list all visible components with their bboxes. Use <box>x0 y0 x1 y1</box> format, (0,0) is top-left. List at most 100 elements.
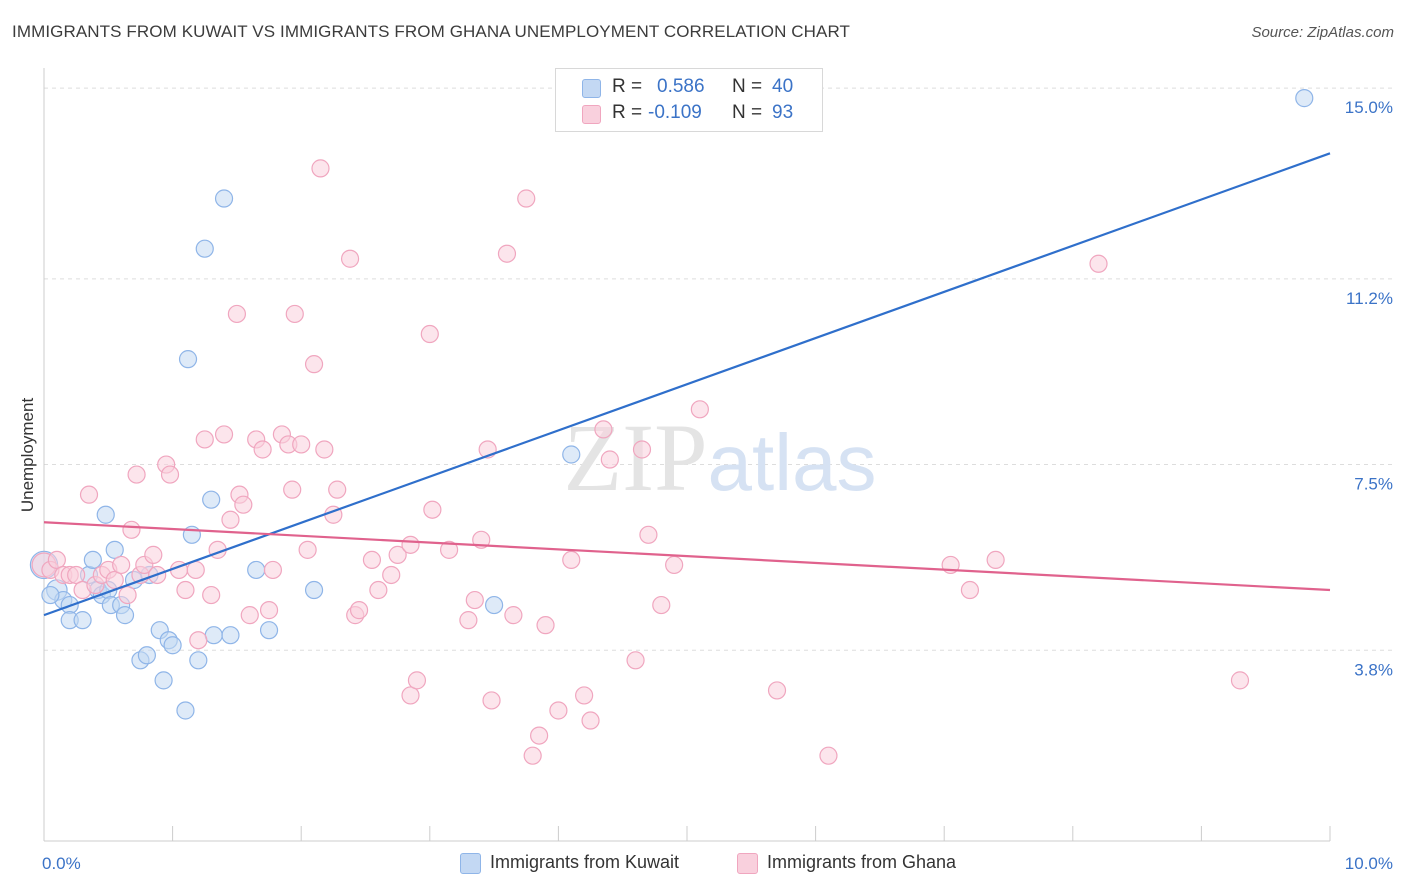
ghana-point <box>459 611 478 630</box>
kuwait-point <box>221 626 240 645</box>
ghana-point <box>315 440 334 459</box>
watermark-atlas: atlas <box>708 418 877 507</box>
ghana-point <box>639 525 658 544</box>
stats-legend: R = 0.586 N = 40 R = -0.109 N = 93 <box>555 68 823 132</box>
ghana-point <box>652 595 671 615</box>
ghana-point <box>79 485 99 504</box>
ghana-point <box>283 480 302 499</box>
kuwait-point <box>73 611 92 630</box>
ghana-point <box>304 355 324 374</box>
ghana-point <box>240 606 259 625</box>
kuwait-point <box>41 585 60 605</box>
kuwait-point <box>115 606 135 625</box>
ghana-point <box>819 746 838 765</box>
ghana-point <box>311 159 330 178</box>
ghana-point <box>214 425 234 444</box>
kuwait-point <box>96 505 115 524</box>
kuwait-point <box>562 445 581 464</box>
legend-ghana-swatch <box>737 853 758 874</box>
ghana-trend-line <box>43 521 1331 592</box>
chart-title: IMMIGRANTS FROM KUWAIT VS IMMIGRANTS FRO… <box>12 22 851 41</box>
ghana-point <box>439 540 459 559</box>
ghana-point <box>1089 254 1108 273</box>
ghana-point <box>369 580 388 600</box>
ghana-point <box>530 726 549 745</box>
ghana-point <box>285 304 304 324</box>
y-tick-label: 3.8% <box>1354 660 1393 679</box>
ghana-point <box>581 711 600 730</box>
ghana-point <box>401 686 420 705</box>
ghana-r-key: R = <box>612 102 643 123</box>
kuwait-r-value: 0.586 <box>657 76 705 97</box>
kuwait-swatch <box>582 79 601 98</box>
kuwait-point <box>259 621 279 640</box>
kuwait-point <box>304 580 324 600</box>
ghana-point <box>632 440 652 459</box>
legend-item-ghana: Immigrants from Ghana <box>737 852 997 876</box>
ghana-point <box>407 671 427 690</box>
ghana-point <box>690 400 709 419</box>
ghana-point <box>382 565 401 585</box>
ghana-point <box>47 550 66 570</box>
ghana-point <box>227 304 246 324</box>
ghana-point <box>960 580 980 600</box>
kuwait-r-key: R = <box>612 76 643 97</box>
y-tick-label: 11.2% <box>1346 289 1393 308</box>
ghana-point <box>259 601 279 620</box>
ghana-point <box>665 555 684 575</box>
ghana-r-value: -0.109 <box>648 102 702 123</box>
kuwait-point <box>214 189 234 208</box>
y-tick-label: 7.5% <box>1354 475 1393 494</box>
ghana-point <box>202 585 221 605</box>
ghana-point <box>517 189 536 208</box>
ghana-point <box>195 430 214 449</box>
stats-legend-row-kuwait: R = 0.586 N = 40 <box>582 76 812 100</box>
kuwait-point <box>189 651 208 670</box>
kuwait-n-key: N = <box>732 76 763 97</box>
ghana-point <box>221 510 240 529</box>
ghana-point <box>1230 671 1250 690</box>
ghana-point <box>575 686 594 705</box>
ghana-point <box>234 495 253 514</box>
ghana-point <box>497 244 517 263</box>
ghana-point <box>420 324 439 344</box>
ghana-point <box>986 550 1005 570</box>
ghana-point <box>118 585 137 605</box>
ghana-point <box>465 590 484 610</box>
kuwait-point <box>202 490 221 509</box>
ghana-point <box>105 570 124 590</box>
ghana-point <box>189 631 208 650</box>
ghana-point <box>600 450 619 469</box>
ghana-point <box>523 746 542 765</box>
ghana-point <box>562 550 581 570</box>
ghana-point <box>594 420 613 439</box>
kuwait-point <box>105 540 124 559</box>
gridlines <box>44 87 1392 651</box>
kuwait-point <box>137 646 156 665</box>
ghana-point <box>122 520 141 539</box>
ghana-point <box>536 616 555 635</box>
zipatlas-watermark: ZIPatlas <box>564 404 877 511</box>
ghana-point <box>186 560 205 580</box>
ghana-point <box>176 580 195 600</box>
kuwait-point <box>485 595 504 615</box>
ghana-point <box>144 545 163 564</box>
kuwait-trend-line <box>43 152 1331 617</box>
ghana-point <box>253 440 272 459</box>
legend-kuwait-swatch <box>460 853 481 874</box>
ghana-point <box>298 540 317 559</box>
watermark-zip: ZIP <box>564 404 708 511</box>
stats-legend-row-ghana: R = -0.109 N = 93 <box>582 102 812 126</box>
ghana-point <box>112 555 131 575</box>
x-axis-ticks <box>172 826 1331 841</box>
y-axis-tick-labels: 3.8% 7.5% 11.2% 15.0% <box>1345 98 1393 679</box>
legend-item-kuwait: Immigrants from Kuwait <box>460 852 720 876</box>
ghana-point <box>388 545 407 564</box>
ghana-point <box>160 465 180 484</box>
ghana-point <box>362 550 382 570</box>
kuwait-n-value: 40 <box>772 76 794 97</box>
kuwait-point <box>247 560 266 580</box>
ghana-point <box>767 681 787 700</box>
ghana-point <box>127 465 146 484</box>
